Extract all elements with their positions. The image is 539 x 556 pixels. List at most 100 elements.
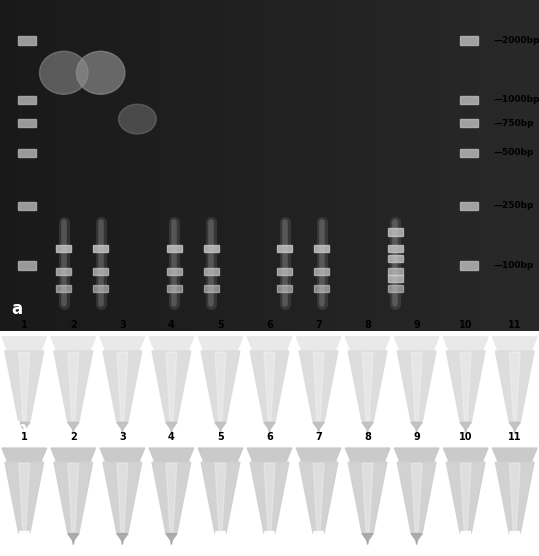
Polygon shape <box>2 448 46 462</box>
Polygon shape <box>314 532 323 543</box>
Polygon shape <box>117 534 128 544</box>
Polygon shape <box>54 462 93 534</box>
Polygon shape <box>215 423 226 433</box>
Polygon shape <box>201 462 240 534</box>
Polygon shape <box>345 448 390 462</box>
Polygon shape <box>247 448 292 462</box>
Polygon shape <box>100 337 144 351</box>
Polygon shape <box>348 351 387 423</box>
Polygon shape <box>166 423 177 433</box>
Text: 2: 2 <box>70 431 77 441</box>
Polygon shape <box>68 534 79 544</box>
Polygon shape <box>264 352 275 420</box>
Polygon shape <box>495 462 534 534</box>
Polygon shape <box>460 423 471 433</box>
Polygon shape <box>166 534 177 544</box>
Polygon shape <box>299 351 338 423</box>
Polygon shape <box>444 448 488 462</box>
Text: 9: 9 <box>413 320 420 330</box>
Bar <box>93 245 108 252</box>
Bar <box>167 245 182 252</box>
Polygon shape <box>264 463 275 532</box>
Polygon shape <box>19 532 29 543</box>
Text: 5: 5 <box>217 431 224 441</box>
Polygon shape <box>411 423 422 433</box>
Bar <box>18 96 36 104</box>
Text: —2000bp: —2000bp <box>493 36 539 45</box>
Text: 7: 7 <box>315 320 322 330</box>
Bar <box>18 36 36 44</box>
Polygon shape <box>509 463 520 532</box>
Polygon shape <box>117 463 128 532</box>
Polygon shape <box>215 463 226 532</box>
Polygon shape <box>509 423 520 433</box>
Polygon shape <box>348 462 387 534</box>
Polygon shape <box>5 462 44 534</box>
Text: —1000bp: —1000bp <box>493 96 539 105</box>
Polygon shape <box>296 337 341 351</box>
Ellipse shape <box>77 51 125 95</box>
Bar <box>314 285 329 292</box>
Polygon shape <box>103 462 142 534</box>
Bar <box>388 275 403 282</box>
Ellipse shape <box>119 104 156 134</box>
Polygon shape <box>299 462 338 534</box>
Text: —750bp: —750bp <box>493 118 534 127</box>
Text: 8: 8 <box>364 320 371 330</box>
Text: 1: 1 <box>21 320 27 330</box>
Text: 4: 4 <box>168 431 175 441</box>
Polygon shape <box>446 462 485 534</box>
Bar <box>388 229 403 236</box>
Polygon shape <box>395 337 439 351</box>
Polygon shape <box>411 534 422 544</box>
Polygon shape <box>362 534 373 544</box>
Bar <box>277 268 292 275</box>
Polygon shape <box>149 337 194 351</box>
Bar <box>460 149 478 157</box>
Polygon shape <box>397 462 436 534</box>
Polygon shape <box>247 337 292 351</box>
Text: 6: 6 <box>266 320 273 330</box>
Polygon shape <box>313 463 324 532</box>
Bar <box>314 245 329 252</box>
Text: b: b <box>16 420 27 435</box>
Text: —250bp: —250bp <box>493 201 534 210</box>
Text: 10: 10 <box>459 320 473 330</box>
Polygon shape <box>493 448 537 462</box>
Polygon shape <box>68 463 79 532</box>
Polygon shape <box>509 352 520 420</box>
Text: a: a <box>11 300 22 317</box>
Bar <box>388 268 403 275</box>
Polygon shape <box>397 351 436 423</box>
Polygon shape <box>19 534 30 544</box>
Bar <box>460 202 478 210</box>
Polygon shape <box>54 351 93 423</box>
Bar <box>277 245 292 252</box>
Polygon shape <box>68 423 79 433</box>
Polygon shape <box>201 351 240 423</box>
Bar <box>204 268 219 275</box>
Text: 11: 11 <box>508 320 522 330</box>
Polygon shape <box>461 532 471 543</box>
Polygon shape <box>198 448 243 462</box>
Polygon shape <box>362 463 373 532</box>
Bar <box>388 285 403 292</box>
Polygon shape <box>362 352 373 420</box>
Bar <box>18 202 36 210</box>
Polygon shape <box>345 337 390 351</box>
Polygon shape <box>264 423 275 433</box>
Polygon shape <box>215 352 226 420</box>
Polygon shape <box>460 534 471 544</box>
Polygon shape <box>296 448 341 462</box>
Ellipse shape <box>39 51 88 95</box>
Polygon shape <box>250 351 289 423</box>
Polygon shape <box>460 352 471 420</box>
Polygon shape <box>166 352 177 420</box>
Polygon shape <box>446 351 485 423</box>
Polygon shape <box>19 423 30 433</box>
Bar <box>18 261 36 270</box>
Polygon shape <box>444 337 488 351</box>
Polygon shape <box>264 534 275 544</box>
Polygon shape <box>100 448 144 462</box>
Text: 6: 6 <box>266 431 273 441</box>
